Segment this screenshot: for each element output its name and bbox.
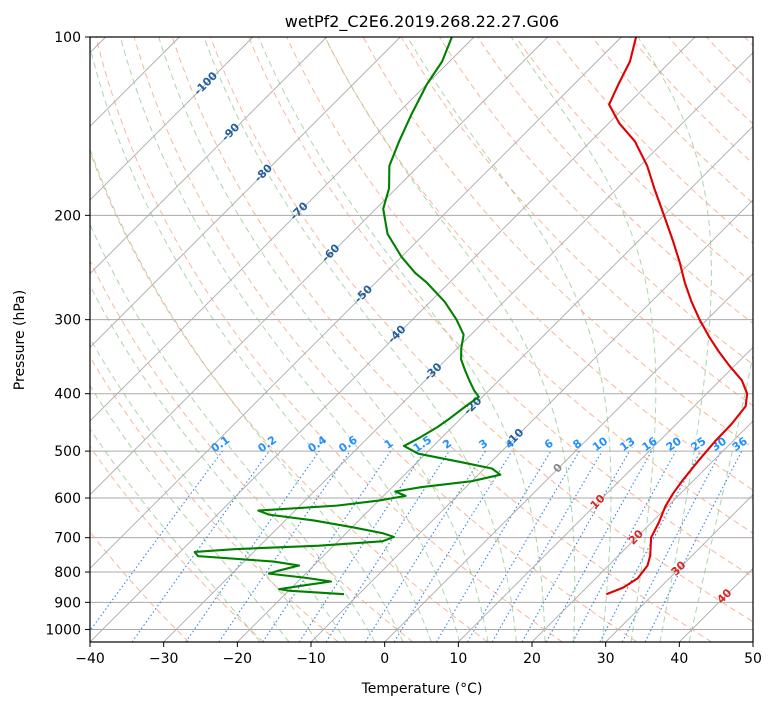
y-tick-label: 900: [54, 595, 81, 611]
x-tick-label: 40: [670, 651, 688, 667]
x-tick-label: 20: [523, 651, 541, 667]
x-tick-label: 0: [380, 651, 389, 667]
y-tick-label: 400: [54, 387, 81, 403]
y-tick-label: 700: [54, 531, 81, 547]
y-tick-label: 200: [54, 208, 81, 224]
y-axis-label: Pressure (hPa): [12, 290, 28, 390]
y-tick-label: 800: [54, 565, 81, 581]
x-tick-label: 30: [597, 651, 615, 667]
y-tick-label: 600: [54, 491, 81, 507]
x-tick-label: −20: [223, 651, 253, 667]
x-tick-label: −10: [296, 651, 326, 667]
x-tick-label: 10: [449, 651, 467, 667]
x-tick-label: −30: [149, 651, 179, 667]
chart-title: wetPf2_C2E6.2019.268.22.27.G06: [285, 12, 559, 32]
y-tick-label: 100: [54, 30, 81, 46]
x-tick-label: −40: [75, 651, 105, 667]
y-tick-label: 500: [54, 444, 81, 460]
y-tick-label: 1000: [45, 622, 81, 638]
x-tick-label: 50: [744, 651, 762, 667]
x-axis-label: Temperature (°C): [361, 681, 483, 697]
y-tick-label: 300: [54, 313, 81, 329]
